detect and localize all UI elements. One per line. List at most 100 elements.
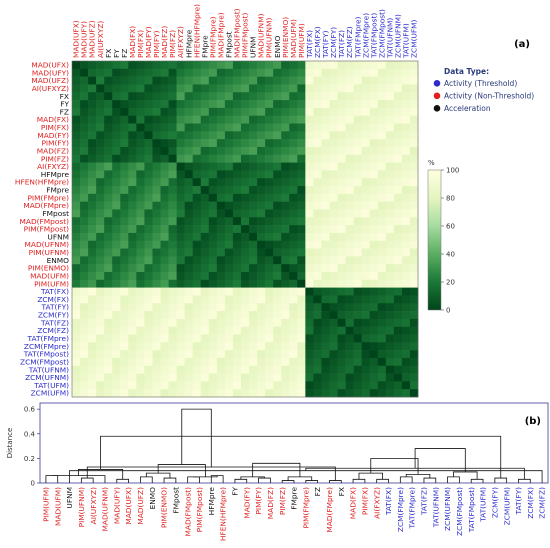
- heatmap-cell: [144, 76, 153, 85]
- heatmap-cell: [353, 342, 362, 351]
- heatmap-cell: [305, 193, 314, 202]
- heatmap-cell: [80, 357, 89, 367]
- dendrogram-leaf-label: PIM(FMpost): [195, 487, 204, 532]
- heatmap-cell: [345, 209, 354, 218]
- heatmap-cell: [361, 209, 371, 218]
- column-label: ENMO: [273, 35, 282, 58]
- heatmap-cell: [96, 139, 105, 148]
- heatmap-cell: [297, 92, 306, 101]
- heatmap-cell: [232, 287, 242, 296]
- heatmap-cell: [249, 61, 258, 70]
- heatmap-cell: [88, 373, 97, 382]
- heatmap-cell: [249, 209, 258, 218]
- heatmap-cell: [112, 170, 121, 179]
- heatmap-cell: [160, 225, 169, 234]
- heatmap-cell: [184, 334, 193, 343]
- heatmap-cell: [393, 61, 403, 70]
- heatmap-cell: [160, 131, 169, 140]
- heatmap-cell: [120, 201, 129, 210]
- heatmap-cell: [265, 107, 274, 116]
- heatmap-cell: [249, 193, 258, 202]
- heatmap-cell: [200, 311, 210, 320]
- heatmap-cell: [393, 248, 403, 257]
- heatmap-cell: [369, 248, 379, 257]
- heatmap-cell: [265, 326, 274, 335]
- heatmap-cell: [232, 146, 242, 156]
- heatmap-cell: [329, 264, 338, 273]
- heatmap-cell: [224, 186, 234, 195]
- heatmap-cell: [80, 264, 89, 273]
- heatmap-cell: [136, 381, 145, 390]
- heatmap-cell: [321, 295, 330, 304]
- heatmap-cell: [369, 154, 379, 163]
- heatmap-cell: [152, 326, 161, 335]
- column-label: TAT(UFM): [402, 23, 411, 59]
- heatmap-cell: [160, 100, 169, 109]
- heatmap-cell: [232, 61, 242, 70]
- heatmap-cell: [120, 240, 129, 249]
- heatmap-cell: [393, 303, 403, 312]
- heatmap-cell: [361, 84, 371, 93]
- heatmap-cell: [152, 295, 161, 304]
- heatmap-cell: [385, 232, 395, 242]
- heatmap-cell: [377, 279, 387, 288]
- heatmap-cell: [208, 232, 218, 242]
- heatmap-cell: [353, 154, 362, 163]
- heatmap-cell: [232, 311, 242, 320]
- heatmap-cell: [401, 100, 411, 109]
- heatmap-cell: [297, 365, 306, 374]
- dendrogram-link: [140, 476, 153, 483]
- row-label: UFNM: [47, 232, 69, 241]
- heatmap-cell: [240, 76, 250, 85]
- heatmap-cell: [297, 232, 306, 242]
- heatmap-cell: [273, 334, 282, 343]
- column-label: UFNM: [249, 36, 258, 58]
- heatmap-cell: [385, 61, 395, 70]
- heatmap-cell: [80, 76, 89, 85]
- legend: Data Type:Activity (Threshold)Activity (…: [433, 67, 534, 113]
- heatmap-cell: [393, 209, 403, 218]
- heatmap-cell: [88, 334, 97, 343]
- heatmap-cell: [72, 146, 81, 156]
- heatmap-cell: [313, 373, 322, 382]
- heatmap-cell: [257, 193, 266, 202]
- heatmap-cell: [152, 193, 161, 202]
- heatmap-cell: [176, 279, 185, 288]
- heatmap-cell: [240, 389, 250, 398]
- heatmap-cell: [88, 162, 97, 171]
- heatmap-cell: [281, 131, 290, 140]
- heatmap-cell: [72, 193, 81, 202]
- heatmap-cell: [208, 373, 218, 382]
- heatmap-cell: [88, 178, 97, 187]
- heatmap-cell: [257, 287, 266, 296]
- heatmap-cell: [120, 287, 129, 296]
- heatmap-cell: [345, 76, 354, 85]
- heatmap-cell: [96, 373, 105, 382]
- heatmap-cell: [361, 100, 371, 109]
- heatmap-cell: [329, 381, 338, 390]
- heatmap-cell: [224, 170, 234, 179]
- dendrogram-link: [494, 477, 508, 483]
- heatmap-cell: [321, 271, 330, 281]
- heatmap-cell: [224, 240, 234, 249]
- heatmap-cell: [192, 217, 202, 226]
- heatmap-cell: [88, 84, 97, 93]
- heatmap-cell: [208, 357, 218, 367]
- heatmap-cell: [265, 357, 274, 367]
- heatmap-cell: [160, 61, 169, 70]
- heatmap-cell: [240, 318, 250, 327]
- heatmap-cell: [120, 264, 129, 273]
- heatmap-cell: [136, 209, 145, 218]
- heatmap-cell: [401, 365, 411, 374]
- dendrogram-link: [376, 478, 389, 483]
- row-label: ZCM(FMpre): [24, 342, 69, 351]
- heatmap-cell: [144, 232, 153, 242]
- heatmap-cell: [152, 76, 161, 85]
- row-label: ZCM(FY): [38, 311, 69, 320]
- heatmap-cell: [232, 84, 242, 93]
- heatmap-cell: [184, 279, 193, 288]
- heatmap-cell: [208, 217, 218, 226]
- heatmap-cell: [152, 217, 161, 226]
- heatmap-cell: [224, 256, 234, 265]
- heatmap-cell: [321, 279, 330, 288]
